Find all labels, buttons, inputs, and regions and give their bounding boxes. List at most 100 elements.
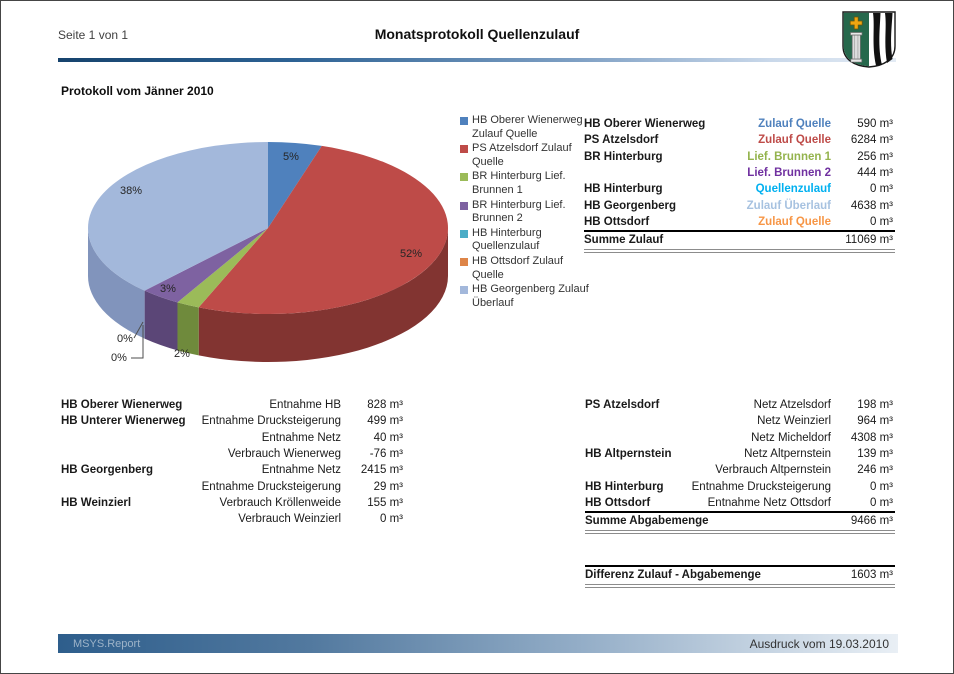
pie-percent-label: 38% <box>120 185 142 197</box>
legend-item: PS Atzelsdorf Zulauf Quelle <box>460 142 582 169</box>
row-name: HB Hinterburg <box>585 480 664 493</box>
row-name: HB Georgenberg <box>584 199 677 212</box>
legend-item: HB Ottsdorf Zulauf Quelle <box>460 255 582 282</box>
row-value: 29 m³ <box>373 480 403 493</box>
coat-of-arms-icon <box>842 11 896 68</box>
header-rule <box>58 58 896 62</box>
report-title: Monatsprotokoll Quellenzulauf <box>374 26 580 42</box>
row-value: 4638 m³ <box>850 199 893 212</box>
row-label: Netz Atzelsdorf <box>753 399 831 411</box>
row-name: HB Ottsdorf <box>585 497 651 510</box>
table-row: HB Hinterburg Entnahme Drucksteigerung 0 m… <box>585 479 895 495</box>
row-label: Zulauf Quelle <box>758 118 831 130</box>
legend-swatch <box>460 117 468 125</box>
pie-slice-side <box>88 228 145 339</box>
table-row: BR Hinterburg Lief. Brunnen 1 256 m³ <box>584 149 895 165</box>
row-label: Verbrauch Kröllenweide <box>219 497 341 510</box>
table-row: HB Oberer Wienerweg Entnahme HB 828 m³ <box>61 397 405 413</box>
abgabe-total-row: Summe Abgabemenge 9466 m³ <box>585 511 895 534</box>
legend-item: HB Oberer Wienerweg Zulauf Quelle <box>460 114 583 141</box>
table-row: Verbrauch Wienerweg -76 m³ <box>61 446 405 462</box>
row-value: 6284 m³ <box>850 134 893 147</box>
row-label: Netz Altpernstein <box>744 448 831 461</box>
row-label: Lief. Brunnen 2 <box>747 167 831 180</box>
row-value: 0 m³ <box>380 513 403 526</box>
row-label: Netz Weinzierl <box>757 415 831 428</box>
differenz-block: Differenz Zulauf - Abgabemenge 1603 m³ <box>585 565 895 588</box>
abgabe-rows: PS Atzelsdorf Netz Atzelsdorf 198 m³ Netz W… <box>585 397 895 511</box>
row-value: 0 m³ <box>870 480 893 493</box>
row-value: 155 m³ <box>367 497 403 510</box>
legend-swatch <box>460 201 468 210</box>
row-value: 964 m³ <box>857 415 893 428</box>
report-subtitle: Protokoll vom Jänner 2010 <box>61 84 214 98</box>
table-row: PS Atzelsdorf Netz Atzelsdorf 198 m³ <box>585 397 895 413</box>
legend-item: BR Hinterburg Lief. Brunnen 2 <box>460 199 582 226</box>
row-value: 0 m³ <box>870 216 893 229</box>
legend-item: HB Georgenberg Zulauf Überlauf <box>460 283 589 310</box>
pie-slice <box>144 228 268 303</box>
row-name: HB Weinzierl <box>61 497 132 510</box>
leader-line <box>133 321 144 339</box>
table-row: HB Georgenberg Zulauf Überlauf 4638 m³ <box>584 198 895 214</box>
table-row: HB Hinterburg Quellenzulauf 0 m³ <box>584 181 895 197</box>
entnahme-table: HB Oberer Wienerweg Entnahme HB 828 m³ HB U… <box>61 397 405 528</box>
leader-line <box>131 325 144 359</box>
row-label: Entnahme Drucksteigerung <box>201 415 341 428</box>
entnahme-rows: HB Oberer Wienerweg Entnahme HB 828 m³ HB U… <box>61 397 405 528</box>
row-name: HB Georgenberg <box>61 464 154 477</box>
row-name <box>61 511 194 527</box>
legend-swatch <box>460 229 468 238</box>
row-label: Zulauf Quelle <box>758 134 831 147</box>
row-value: 40 m³ <box>373 431 403 444</box>
table-row: Entnahme Drucksteigerung 29 m³ <box>61 479 405 495</box>
table-row: Entnahme Netz 40 m³ <box>61 430 405 446</box>
pie-percent-label: 0% <box>117 333 133 345</box>
legend-swatch <box>460 286 468 295</box>
table-row: HB Oberer Wienerweg Zulauf Quelle 590 m³ <box>584 116 895 132</box>
table-row: Netz Micheldorf 4308 m³ <box>585 430 895 446</box>
row-name <box>61 430 194 446</box>
row-value: 0 m³ <box>870 497 893 510</box>
differenz-label: Differenz Zulauf - Abgabemenge <box>585 568 761 581</box>
row-value: 0 m³ <box>870 183 893 196</box>
pie-slice-side <box>144 290 178 351</box>
row-name <box>585 413 685 429</box>
row-value: 198 m³ <box>857 399 893 411</box>
row-name: PS Atzelsdorf <box>584 134 659 147</box>
pie-chart: 5% 52% 2% 3% 0% 0% 38% <box>59 113 459 381</box>
page-number-label: Seite 1 von 1 <box>58 28 129 42</box>
total-name: Summe Abgabemenge <box>585 514 709 527</box>
legend-item: HB Hinterburg Quellenzulauf <box>460 227 582 254</box>
table-row: HB Ottsdorf Zulauf Quelle 0 m³ <box>584 214 895 230</box>
row-label: Entnahme Netz Ottsdorf <box>707 497 831 510</box>
table-row: PS Atzelsdorf Zulauf Quelle 6284 m³ <box>584 132 895 148</box>
footer-app-label: MSYS.Report <box>73 637 141 650</box>
total-value: 9466 m³ <box>850 514 893 527</box>
pie-percent-label: 5% <box>283 151 299 163</box>
row-label: Entnahme Drucksteigerung <box>691 480 831 493</box>
row-value: 499 m³ <box>367 415 403 428</box>
differenz-row: Differenz Zulauf - Abgabemenge 1603 m³ <box>585 565 895 588</box>
legend-label: HB Hinterburg Quellenzulauf <box>472 226 542 253</box>
legend-label: HB Georgenberg Zulauf Überlauf <box>472 283 589 309</box>
table-row: HB Ottsdorf Entnahme Netz Ottsdorf 0 m³ <box>585 495 895 511</box>
legend-label: BR Hinterburg Lief. Brunnen 1 <box>472 170 566 196</box>
pie-slice <box>88 142 268 291</box>
row-name <box>61 446 194 462</box>
table-row: Lief. Brunnen 2 444 m³ <box>584 165 895 181</box>
legend-item: BR Hinterburg Lief. Brunnen 1 <box>460 170 582 197</box>
crest-column <box>850 32 863 63</box>
table-row: Verbrauch Altpernstein 246 m³ <box>585 462 895 478</box>
row-name: PS Atzelsdorf <box>585 399 660 411</box>
pie-percent-label: 2% <box>174 348 190 360</box>
row-name: HB Oberer Wienerweg <box>584 118 706 130</box>
row-value: 4308 m³ <box>850 431 893 444</box>
zulauf-table: HB Oberer Wienerweg Zulauf Quelle 590 m³ PS… <box>584 116 895 253</box>
row-value: 590 m³ <box>857 118 893 130</box>
table-row: Netz Weinzierl 964 m³ <box>585 413 895 429</box>
table-row: HB Weinzierl Verbrauch Kröllenweide 155 m³ <box>61 495 405 511</box>
pie-percent-label: 3% <box>160 283 176 295</box>
pie-slice <box>177 228 268 308</box>
